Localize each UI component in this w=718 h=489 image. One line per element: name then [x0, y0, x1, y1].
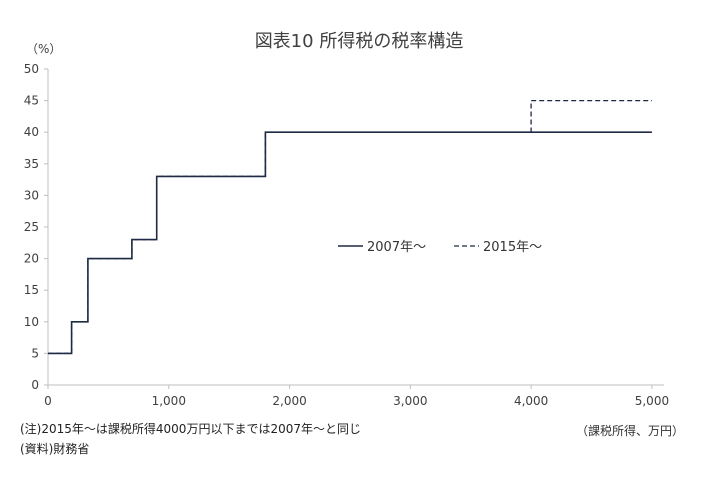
- footnote: (注)2015年～は課税所得4000万円以下までは2007年～と同じ: [20, 422, 361, 436]
- x-tick-label: 0: [44, 394, 52, 408]
- y-tick-label: 45: [24, 94, 39, 108]
- y-tick-label: 15: [24, 283, 39, 297]
- legend-label: 2015年～: [483, 240, 542, 255]
- x-tick-label: 4,000: [514, 394, 548, 408]
- y-tick-label: 20: [24, 252, 39, 266]
- x-tick-label: 1,000: [152, 394, 186, 408]
- source-note: (資料)財務省: [20, 442, 90, 456]
- y-axis-unit-label: （%）: [26, 42, 62, 56]
- y-tick-label: 40: [24, 125, 39, 139]
- legend-label: 2007年～: [367, 240, 426, 255]
- y-tick-label: 10: [24, 315, 39, 329]
- series-line-2015: [48, 99, 652, 355]
- x-tick-label: 3,000: [393, 394, 427, 408]
- y-tick-label: 5: [31, 346, 39, 360]
- y-tick-label: 35: [24, 157, 39, 171]
- y-tick-label: 30: [24, 188, 39, 202]
- x-tick-label: 2,000: [272, 394, 306, 408]
- y-tick-label: 25: [24, 220, 39, 234]
- x-tick-label: 5,000: [635, 394, 669, 408]
- x-axis-unit-label: （課税所得、万円）: [575, 424, 684, 438]
- series-line-2007: [48, 131, 652, 355]
- y-tick-label: 50: [24, 62, 39, 76]
- chart-title: 図表10 所得税の税率構造: [254, 31, 464, 52]
- y-tick-label: 0: [31, 378, 39, 392]
